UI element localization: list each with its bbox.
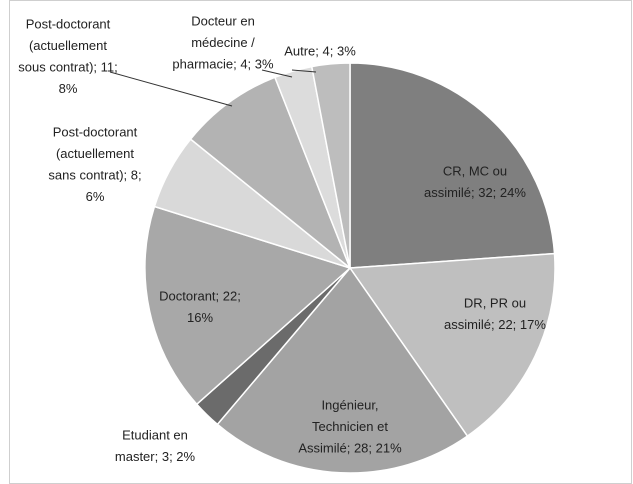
data-label: Doctorant; 22; <box>159 288 241 303</box>
data-label: DR, PR ou <box>464 295 526 310</box>
pie-slice <box>348 252 556 438</box>
data-label: sans contrat); 8; <box>48 167 141 182</box>
data-label: Technicien et <box>312 419 388 434</box>
data-label: Post-doctorant <box>26 16 111 31</box>
data-label: Post-doctorant <box>53 124 138 139</box>
leader-line <box>109 71 233 107</box>
data-label: assimilé; 22; 17% <box>444 317 546 332</box>
data-label: Assimilé; 28; 21% <box>298 440 402 455</box>
pie-slice <box>189 76 352 271</box>
data-label: 8% <box>59 81 78 96</box>
data-label: 6% <box>86 189 105 204</box>
data-label: sous contrat); 11; <box>18 59 117 74</box>
data-label: (actuellement <box>29 38 107 53</box>
data-label: Docteur en <box>191 13 255 28</box>
data-label: Autre; 4; 3% <box>284 43 356 58</box>
data-label: assimilé; 32; 24% <box>424 185 526 200</box>
leader-line <box>291 69 317 73</box>
pie-slice <box>216 266 469 474</box>
pie-slice <box>144 205 352 406</box>
leader-line <box>261 69 293 78</box>
pie-slice <box>310 62 351 269</box>
data-label: CR, MC ou <box>443 163 507 178</box>
data-label: Ingénieur, <box>321 397 378 412</box>
pie-slice <box>349 62 556 269</box>
data-label: médecine / <box>191 35 255 50</box>
data-label: (actuellement <box>56 146 134 161</box>
data-label: Etudiant en <box>122 427 188 442</box>
data-label: 16% <box>187 310 213 325</box>
data-label: pharmacie; 4; 3% <box>172 56 274 71</box>
data-label: master; 3; 2% <box>115 449 196 464</box>
